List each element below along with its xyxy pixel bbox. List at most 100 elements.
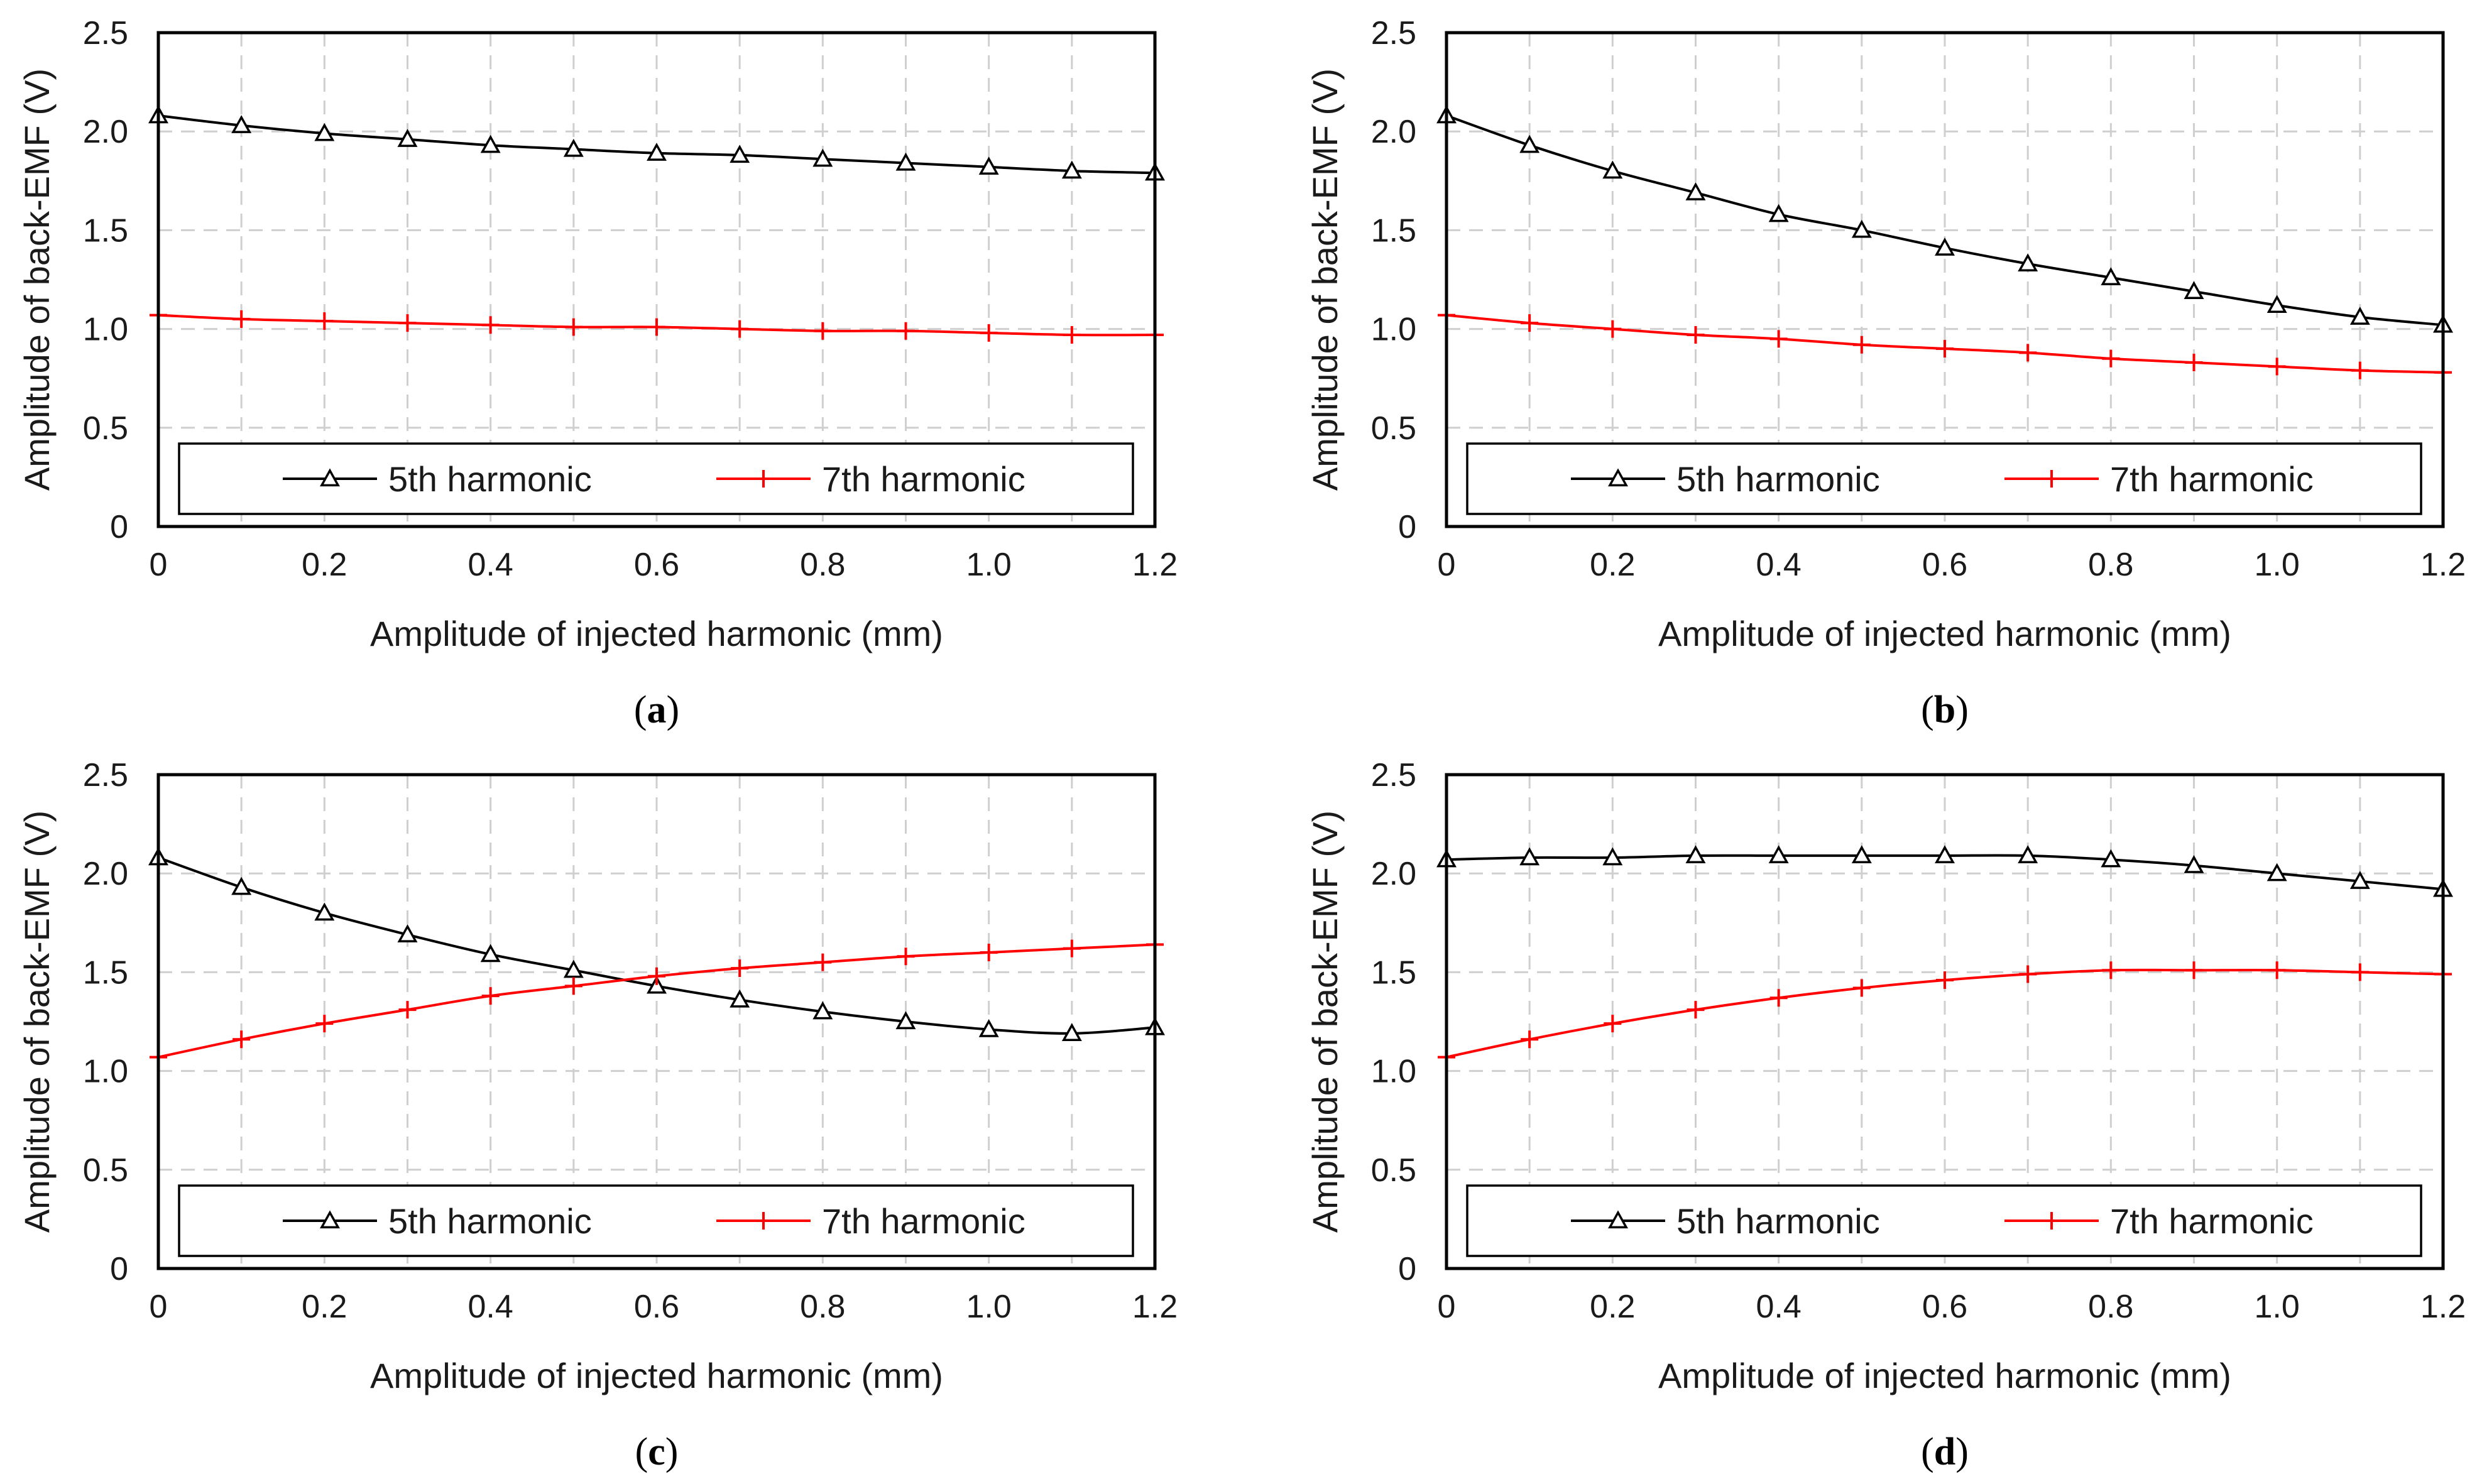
- data-point: [2018, 253, 2038, 271]
- y-tick-label: 2.5: [83, 757, 128, 794]
- legend-label: 7th harmonic: [822, 1201, 1025, 1241]
- data-point: [481, 316, 500, 334]
- x-tick-label: 0: [1438, 547, 1456, 583]
- data-point: [1685, 845, 1706, 864]
- x-tick-label: 1.2: [2420, 547, 2466, 583]
- legend-label: 5th harmonic: [388, 459, 592, 499]
- data-point: [1935, 845, 1955, 864]
- y-tick-label: 1.5: [1371, 954, 1416, 991]
- y-axis-title: Amplitude of back-EMF (V): [17, 68, 57, 491]
- y-axis-title: Amplitude of back-EMF (V): [1305, 68, 1345, 491]
- data-point: [1936, 340, 1954, 358]
- data-point: [2268, 961, 2286, 979]
- data-point: [731, 959, 749, 978]
- data-point: [481, 987, 500, 1005]
- y-tick-label: 0.5: [83, 410, 128, 447]
- x-axis-title: Amplitude of injected harmonic (mm): [370, 614, 943, 653]
- data-point: [2184, 855, 2204, 873]
- x-tick-label: 0.6: [634, 547, 679, 583]
- panel-label: (c): [635, 1431, 679, 1473]
- x-tick-label: 0.4: [468, 547, 513, 583]
- x-tick-label: 0.8: [800, 547, 845, 583]
- data-point: [978, 1018, 999, 1037]
- data-point: [1768, 204, 1789, 222]
- data-point: [398, 314, 417, 332]
- legend: 5th harmonic 7th harmonic: [178, 1184, 1134, 1257]
- data-point: [397, 129, 418, 147]
- y-tick-label: 0.5: [83, 1152, 128, 1189]
- data-point: [564, 977, 582, 995]
- x-tick-label: 0.6: [1922, 1289, 1967, 1325]
- data-point: [2349, 871, 2370, 889]
- x-tick-label: 1.0: [966, 1289, 1012, 1325]
- data-point: [897, 322, 915, 340]
- data-point: [2266, 295, 2287, 314]
- data-point: [731, 320, 749, 338]
- y-axis-title: Amplitude of back-EMF (V): [17, 810, 57, 1233]
- data-point: [1685, 182, 1706, 200]
- series-1: [1436, 105, 2453, 333]
- data-point: [1519, 847, 1540, 866]
- data-point: [231, 876, 252, 895]
- data-point: [730, 989, 750, 1008]
- y-tick-label: 1.0: [83, 312, 128, 348]
- x-tick-label: 0.4: [468, 1289, 513, 1325]
- legend: 5th harmonic 7th harmonic: [1466, 1184, 2422, 1257]
- x-tick-label: 0.2: [1590, 547, 1635, 583]
- data-point: [897, 947, 915, 966]
- legend-label: 5th harmonic: [388, 1201, 592, 1241]
- series-1: [1436, 845, 2453, 897]
- data-point: [1602, 160, 1623, 179]
- data-point: [315, 1015, 334, 1033]
- chart-svg-a: 0 0.2 0.4 0.6 0.8 1.0 1.2 0 0.5 1.0 1.5 2.0 2.5 Ampli…: [17, 15, 1178, 731]
- data-point: [314, 902, 335, 921]
- legend-marker: [755, 1212, 772, 1230]
- y-tick-label: 0.5: [1371, 1152, 1416, 1189]
- data-point: [812, 148, 833, 167]
- data-point: [1768, 845, 1789, 864]
- data-point: [2101, 267, 2121, 286]
- data-point: [564, 318, 582, 336]
- legend-marker: [320, 1210, 340, 1229]
- x-tick-label: 1.0: [966, 547, 1012, 583]
- y-tick-label: 2.0: [1371, 114, 1416, 150]
- legend-marker: [320, 468, 340, 487]
- legend-label: 5th harmonic: [1676, 459, 1880, 499]
- x-tick-label: 0.2: [302, 1289, 347, 1325]
- data-point: [563, 959, 584, 978]
- y-axis-title: Amplitude of back-EMF (V): [1305, 810, 1345, 1233]
- legend: 5th harmonic 7th harmonic: [178, 442, 1134, 515]
- data-point: [980, 943, 998, 961]
- data-point: [2349, 307, 2370, 325]
- x-tick-label: 1.0: [2255, 547, 2300, 583]
- chart-svg-d: 0 0.2 0.4 0.6 0.8 1.0 1.2 0 0.5 1.0 1.5 2.0 2.5 Ampli…: [1305, 757, 2466, 1473]
- data-point: [647, 143, 667, 161]
- data-point: [2351, 963, 2369, 981]
- x-tick-label: 0: [1438, 1289, 1456, 1325]
- y-tick-label: 2.0: [83, 114, 128, 150]
- data-point: [398, 1001, 417, 1019]
- chart-panel-a: 0 0.2 0.4 0.6 0.8 1.0 1.2 0 0.5 1.0 1.5 2.0 2.5 Ampli…: [0, 0, 1238, 742]
- data-point: [814, 953, 832, 971]
- data-point: [314, 123, 335, 141]
- x-tick-label: 0.2: [302, 547, 347, 583]
- y-tick-label: 0: [110, 509, 128, 545]
- data-point: [315, 312, 334, 330]
- x-tick-label: 1.2: [2420, 1289, 2466, 1325]
- legend-marker: [1608, 1210, 1628, 1229]
- series-2: [150, 936, 1164, 1066]
- y-tick-label: 1.5: [1371, 212, 1416, 249]
- data-point: [2185, 961, 2203, 979]
- legend-label: 7th harmonic: [2110, 1201, 2314, 1241]
- data-point: [1852, 979, 1871, 997]
- chart-svg-c: 0 0.2 0.4 0.6 0.8 1.0 1.2 0 0.5 1.0 1.5 2.0 2.5 Ampli…: [17, 757, 1178, 1473]
- y-tick-label: 0: [1398, 1251, 1416, 1287]
- y-tick-label: 0.5: [1371, 410, 1416, 447]
- x-tick-label: 0.6: [1922, 547, 1967, 583]
- data-point: [1521, 314, 1539, 332]
- data-point: [1769, 330, 1788, 348]
- x-axis-title: Amplitude of injected harmonic (mm): [1658, 1356, 2231, 1395]
- data-point: [1061, 1023, 1082, 1042]
- data-point: [480, 944, 501, 963]
- x-tick-label: 0.4: [1756, 1289, 1802, 1325]
